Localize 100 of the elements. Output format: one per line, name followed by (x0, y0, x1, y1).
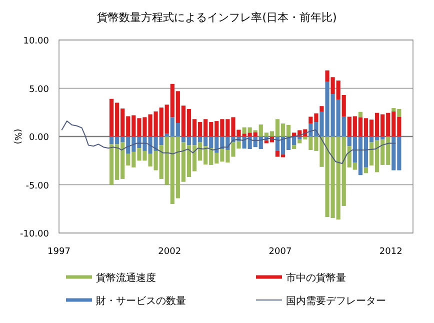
bar (126, 154, 130, 166)
bar (347, 136, 352, 146)
bar (320, 136, 324, 167)
bar (347, 146, 352, 168)
bar (320, 106, 324, 112)
bar (220, 136, 224, 150)
bar (369, 136, 374, 142)
bar (364, 167, 368, 174)
bar (170, 136, 174, 204)
x-tick-label: 2007 (268, 247, 292, 257)
bar (380, 136, 385, 140)
bar (209, 136, 214, 148)
bar (292, 145, 296, 150)
bar (280, 136, 286, 154)
x-tick-label: 2012 (379, 247, 402, 257)
bar (352, 136, 357, 163)
bar (303, 136, 308, 140)
bar (204, 146, 208, 164)
bar (248, 127, 252, 133)
bar (286, 136, 291, 150)
y-tick-label: -5.00 (26, 181, 50, 192)
bar (358, 117, 362, 136)
bar (336, 136, 340, 220)
bar (369, 120, 374, 136)
bar (214, 121, 219, 136)
bar (386, 136, 390, 165)
bar (380, 139, 385, 165)
bar (352, 162, 357, 170)
bar (275, 136, 280, 151)
bar (314, 113, 318, 122)
bar (137, 118, 142, 136)
bar (397, 116, 402, 136)
bar (325, 81, 330, 136)
bar (364, 118, 368, 136)
bar (186, 108, 192, 136)
legend-label: 貨幣流通速度 (96, 272, 156, 284)
bar (164, 104, 169, 134)
bar (248, 132, 252, 136)
bar (380, 114, 385, 136)
bar (132, 152, 136, 168)
bar (280, 123, 286, 136)
bar (375, 140, 380, 172)
legend-label: 市中の貨幣量 (286, 272, 346, 284)
bar (258, 124, 263, 136)
bar (220, 149, 224, 162)
bar (358, 136, 362, 176)
y-tick-label: 5.00 (28, 84, 50, 95)
bar (330, 94, 335, 136)
y-tick-label: 10.00 (23, 36, 50, 46)
bar (142, 150, 147, 161)
bar (364, 136, 368, 168)
bar (198, 122, 202, 136)
bar (176, 122, 180, 136)
bar (154, 150, 158, 170)
bar (142, 117, 147, 136)
bar (170, 117, 174, 136)
y-tick-label: 0.00 (28, 133, 50, 143)
bar (110, 136, 114, 144)
y-tick-label: -10.00 (20, 230, 50, 240)
bar (314, 136, 318, 151)
bar (258, 136, 263, 150)
bar (386, 112, 390, 136)
bar (148, 114, 152, 136)
bar (392, 111, 396, 136)
bar (275, 119, 280, 136)
bar (397, 108, 402, 117)
bar (164, 134, 169, 136)
bar (358, 112, 362, 118)
bar (342, 95, 346, 117)
bar (120, 136, 125, 142)
bar (132, 136, 136, 152)
bar (330, 77, 335, 94)
bar (164, 136, 169, 185)
bar (110, 144, 114, 185)
bar (120, 108, 125, 136)
bar (209, 148, 214, 165)
bar (154, 111, 158, 136)
bar (220, 119, 224, 136)
bar (126, 136, 130, 154)
x-tick-label: 1997 (48, 247, 70, 257)
bar (198, 142, 202, 161)
bar (226, 150, 230, 163)
bar (397, 136, 402, 170)
bar (214, 136, 219, 153)
bar (242, 134, 246, 136)
bar (231, 142, 236, 157)
y-axis-title: (%) (12, 128, 22, 144)
bar (181, 106, 186, 136)
bar (115, 136, 120, 144)
x-tick-label: 2002 (158, 247, 182, 257)
bar (132, 115, 136, 136)
bar (204, 119, 208, 136)
bar (392, 108, 396, 112)
bar (392, 136, 396, 170)
bar (325, 136, 330, 218)
bar (120, 142, 125, 179)
bar (298, 139, 302, 144)
bar (236, 130, 241, 136)
bar (308, 116, 313, 124)
bar (181, 142, 186, 182)
